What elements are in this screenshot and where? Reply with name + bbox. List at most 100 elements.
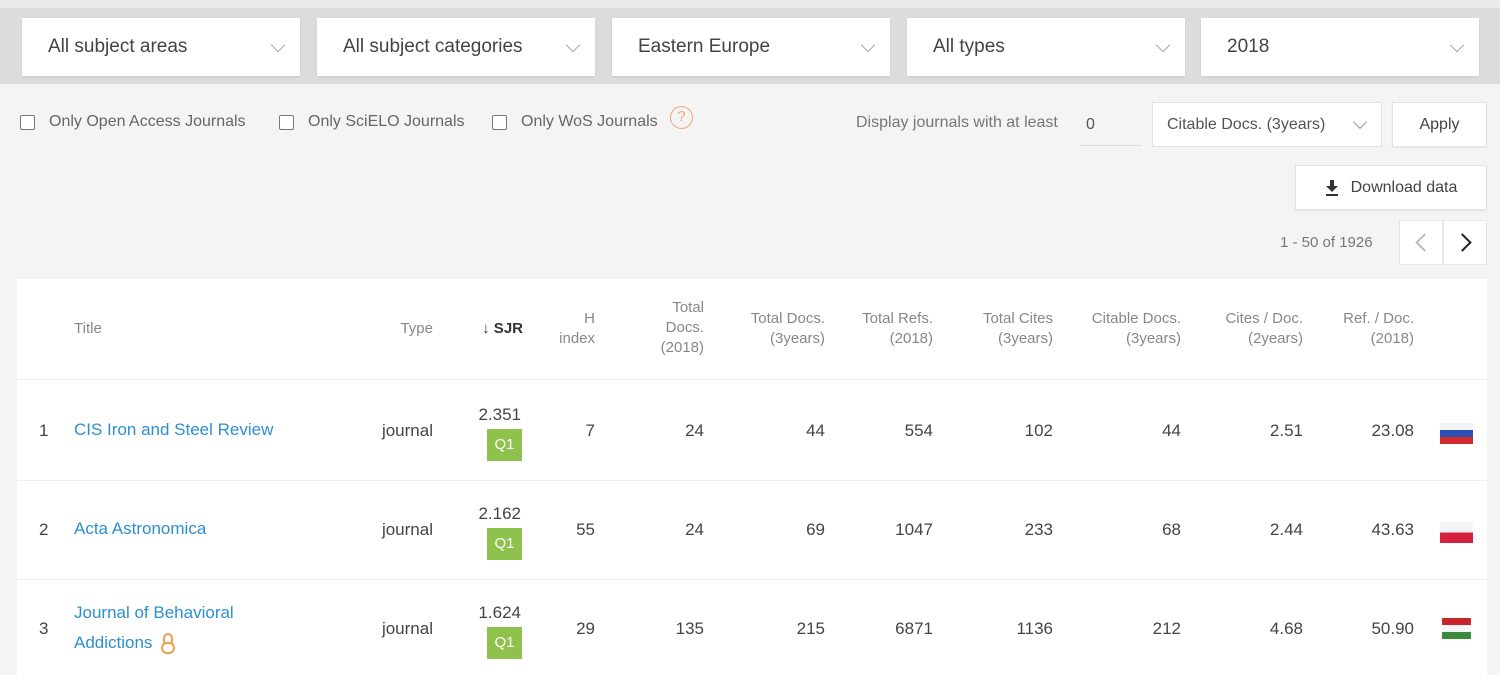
row-ref-doc: 43.63 — [1371, 520, 1414, 539]
wos-checkbox[interactable] — [492, 114, 507, 130]
journal-title-line2-text: Addictions — [74, 633, 153, 652]
chevron-down-icon — [1155, 37, 1171, 53]
pagination-range: 1 - 50 of 1926 — [1280, 234, 1373, 251]
help-icon[interactable]: ? — [670, 106, 693, 129]
row-total-docs: 24 — [685, 520, 704, 539]
row-type: journal — [381, 619, 433, 638]
region-value: Eastern Europe — [638, 36, 771, 57]
journal-title-link[interactable]: Acta Astronomica — [74, 519, 207, 538]
previous-page-button[interactable] — [1399, 220, 1443, 265]
year-dropdown[interactable]: 2018 — [1201, 18, 1479, 76]
row-cites-doc: 2.51 — [1269, 421, 1303, 440]
row-rank: 3 — [39, 619, 49, 638]
open-access-option[interactable]: Only Open Access Journals — [20, 113, 246, 131]
row-total-docs-3y: 69 — [806, 520, 825, 539]
types-dropdown[interactable]: All types — [907, 18, 1185, 76]
open-access-checkbox[interactable] — [20, 114, 35, 130]
col-total-cites[interactable]: Total Cites (3years) — [947, 309, 1053, 349]
row-total-cites: 1136 — [1016, 619, 1053, 638]
row-divider — [17, 480, 1487, 481]
subject-areas-dropdown[interactable]: All subject areas — [22, 18, 300, 76]
journal-title-line1: Journal of Behavioral — [74, 603, 234, 622]
row-type: journal — [381, 520, 433, 539]
col-sjr[interactable]: ↓ SJR — [482, 320, 523, 337]
chevron-down-icon — [565, 37, 581, 53]
row-citable-docs: 44 — [1162, 421, 1181, 440]
row-type: journal — [381, 421, 433, 440]
journal-title-link[interactable]: Journal of Behavioral Addictions — [74, 598, 234, 658]
quartile-badge: Q1 — [487, 627, 522, 659]
col-ref-doc-line2: (2018) — [1370, 330, 1414, 347]
col-total-docs-3y[interactable]: Total Docs. (3years) — [717, 309, 825, 349]
hungary-flag-icon — [1442, 618, 1471, 639]
row-citable-docs: 68 — [1162, 520, 1181, 539]
col-type[interactable]: Type — [400, 320, 433, 337]
row-sjr: 1.624 — [478, 603, 521, 622]
col-h-index[interactable]: H index — [537, 309, 595, 349]
next-page-button[interactable] — [1443, 220, 1487, 265]
chevron-down-icon — [270, 37, 286, 53]
col-total-docs[interactable]: Total Docs. (2018) — [627, 298, 704, 358]
col-total-refs-line1: Total Refs. — [862, 310, 933, 327]
journal-table: Title Type ↓ SJR H index Total Docs. (20… — [17, 279, 1487, 675]
poland-flag-icon — [1440, 522, 1473, 543]
row-ref-doc: 50.90 — [1371, 619, 1414, 638]
scielo-option[interactable]: Only SciELO Journals — [279, 113, 465, 131]
filter-bar: All subject areas All subject categories… — [0, 0, 1500, 84]
citable-docs-select[interactable]: Citable Docs. (3years) — [1152, 102, 1382, 147]
min-docs-input[interactable] — [1080, 104, 1142, 146]
row-total-refs: 6871 — [895, 619, 933, 638]
col-h-index-line2: index — [559, 330, 595, 347]
col-total-docs-3y-line2: (3years) — [769, 330, 825, 347]
chevron-down-icon — [860, 37, 876, 53]
row-total-refs: 1047 — [895, 520, 933, 539]
row-h-index: 29 — [576, 619, 595, 638]
col-citable-docs[interactable]: Citable Docs. (3years) — [1057, 309, 1181, 349]
year-value: 2018 — [1227, 36, 1270, 57]
row-divider — [17, 579, 1487, 580]
types-value: All types — [933, 36, 1005, 57]
apply-label: Apply — [1419, 115, 1460, 133]
subject-categories-dropdown[interactable]: All subject categories — [317, 18, 595, 76]
scielo-checkbox[interactable] — [279, 114, 294, 130]
subject-categories-value: All subject categories — [343, 36, 523, 57]
col-cites-doc-line1: Cites / Doc. — [1225, 310, 1303, 327]
row-citable-docs: 212 — [1152, 619, 1181, 638]
col-total-refs[interactable]: Total Refs. (2018) — [827, 309, 933, 349]
russia-flag-icon — [1440, 423, 1473, 444]
chevron-down-icon — [1449, 37, 1465, 53]
col-total-docs-line2: Docs. — [665, 319, 704, 336]
col-total-docs-3y-line1: Total Docs. — [750, 310, 825, 327]
row-total-cites: 233 — [1024, 520, 1053, 539]
col-cites-doc-line2: (2years) — [1247, 330, 1303, 347]
apply-button[interactable]: Apply — [1392, 102, 1487, 147]
col-title[interactable]: Title — [74, 320, 102, 337]
subject-areas-value: All subject areas — [48, 36, 188, 57]
display-at-least-label: Display journals with at least — [856, 114, 1058, 131]
scielo-label: Only SciELO Journals — [308, 113, 465, 130]
row-total-docs: 135 — [675, 619, 704, 638]
row-total-docs-3y: 215 — [796, 619, 825, 638]
download-label: Download data — [1350, 178, 1458, 196]
col-cites-doc[interactable]: Cites / Doc. (2years) — [1187, 309, 1303, 349]
download-data-button[interactable]: Download data — [1295, 165, 1487, 210]
row-sjr: 2.351 — [478, 405, 521, 424]
row-total-docs: 24 — [685, 421, 704, 440]
region-dropdown[interactable]: Eastern Europe — [612, 18, 890, 76]
wos-label: Only WoS Journals — [521, 113, 658, 130]
col-h-index-line1: H — [584, 310, 595, 327]
col-citable-docs-line2: (3years) — [1125, 330, 1181, 347]
journal-title-link[interactable]: CIS Iron and Steel Review — [74, 420, 274, 439]
row-rank: 2 — [39, 520, 49, 539]
col-total-cites-line2: (3years) — [997, 330, 1053, 347]
col-ref-doc[interactable]: Ref. / Doc. (2018) — [1307, 309, 1414, 349]
wos-option[interactable]: Only WoS Journals — [492, 113, 658, 131]
row-sjr: 2.162 — [478, 504, 521, 523]
row-h-index: 7 — [585, 421, 595, 440]
col-total-docs-line3: (2018) — [660, 339, 704, 356]
row-cites-doc: 4.68 — [1269, 619, 1303, 638]
row-rank: 1 — [39, 421, 49, 440]
download-icon — [1325, 179, 1339, 196]
row-total-cites: 102 — [1024, 421, 1053, 440]
chevron-right-icon — [1453, 233, 1472, 252]
